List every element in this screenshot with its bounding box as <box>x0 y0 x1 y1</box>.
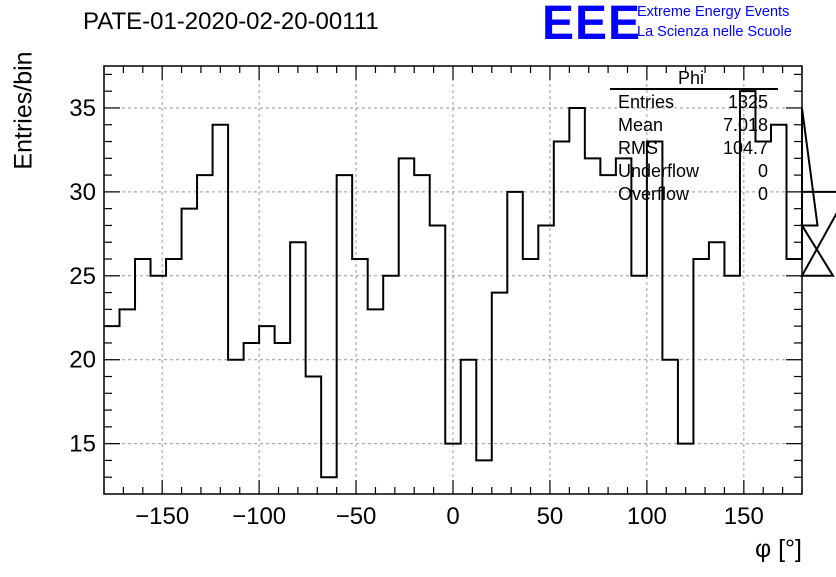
histogram-bin <box>337 175 353 494</box>
histogram-bin <box>352 259 368 494</box>
eee-logo: EEE <box>542 0 642 50</box>
histogram-bin <box>368 309 384 494</box>
histogram-bin <box>569 108 585 494</box>
histogram-bin <box>151 276 167 494</box>
brand-tagline: La Scienza nelle Scuole <box>637 24 792 40</box>
stats-row-underflow: Underflow 0 <box>618 161 768 183</box>
histogram-bin <box>476 460 492 494</box>
stats-value: 7.018 <box>722 115 768 135</box>
stats-key: Entries <box>618 92 675 112</box>
y-tick-label: 35 <box>69 95 96 122</box>
histogram-bin <box>290 242 306 494</box>
y-tick-label: 25 <box>69 263 96 290</box>
histogram-bin <box>678 444 694 494</box>
histogram-bin <box>631 276 647 494</box>
histogram-bin <box>709 242 725 494</box>
histogram-bin <box>120 309 136 494</box>
histogram-bin <box>135 259 151 494</box>
histogram-bin <box>693 259 709 494</box>
histogram-bin <box>538 225 554 494</box>
stats-key: RMS <box>618 138 658 158</box>
histogram-bin <box>554 142 570 494</box>
histogram-bin <box>259 326 275 494</box>
histogram-bin <box>445 444 461 494</box>
y-tick-label: 30 <box>69 179 96 206</box>
x-tick-label: −50 <box>336 503 377 530</box>
histogram-bin <box>306 377 322 494</box>
histogram-bin <box>166 259 182 494</box>
stats-key: Underflow <box>618 161 700 181</box>
histogram-bin <box>383 276 399 494</box>
histogram-series-line <box>104 90 836 479</box>
histogram-bin <box>492 293 508 494</box>
histogram-bin <box>523 259 539 494</box>
stats-value: 1325 <box>727 92 768 112</box>
histogram-bin <box>197 175 213 494</box>
histogram-bin <box>275 343 291 494</box>
stats-key: Overflow <box>618 184 690 204</box>
histogram-bin <box>724 276 740 494</box>
histogram-bin <box>182 209 198 494</box>
x-tick-label: −150 <box>135 503 189 530</box>
y-tick-label: 15 <box>69 431 96 458</box>
stats-divider <box>610 88 778 90</box>
x-axis-title: φ [°] <box>754 535 802 563</box>
stats-value: 0 <box>757 161 768 181</box>
histogram-bin <box>461 360 477 494</box>
x-tick-label: 150 <box>724 503 764 530</box>
stats-title: Phi <box>678 68 705 88</box>
histogram-bin <box>213 125 229 494</box>
y-tick-label: 20 <box>69 347 96 374</box>
histogram-bin <box>104 326 120 494</box>
x-tick-label: −100 <box>232 503 286 530</box>
x-tick-label: 50 <box>537 503 564 530</box>
stats-value: 0 <box>757 184 768 204</box>
stats-value: 104.7 <box>722 138 768 158</box>
histogram-bin <box>399 158 415 494</box>
brand-name: Extreme Energy Events <box>637 4 790 20</box>
histogram-bin <box>430 225 446 494</box>
stats-box: Phi Entries 1325 Mean 7.018 RMS 104.7 Un… <box>608 68 778 212</box>
histogram-bin <box>507 192 523 494</box>
stats-row-mean: Mean 7.018 <box>618 115 768 137</box>
histogram-bin <box>662 360 678 494</box>
x-tick-label: 100 <box>627 503 667 530</box>
stats-row-entries: Entries 1325 <box>618 92 768 114</box>
stats-key: Mean <box>618 115 664 135</box>
y-axis-title: Entries/bin <box>9 51 38 170</box>
histogram-bin <box>321 477 337 494</box>
histogram-bin <box>786 259 802 494</box>
stats-row-overflow: Overflow 0 <box>618 184 768 206</box>
histogram-bin <box>600 175 616 494</box>
histogram-bin <box>414 175 430 494</box>
x-tick-label: 0 <box>446 503 459 530</box>
chart-title: PATE-01-2020-02-20-00111 <box>83 8 379 35</box>
histogram-bin <box>244 343 260 494</box>
histogram-bin <box>585 158 601 494</box>
stats-row-rms: RMS 104.7 <box>618 138 768 160</box>
histogram-bin <box>228 360 244 494</box>
